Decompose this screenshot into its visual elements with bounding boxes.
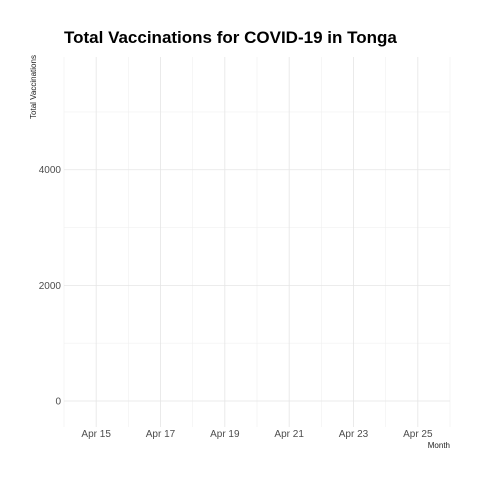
x-tick-label: Apr 19 — [210, 429, 240, 440]
x-axis-title: Month — [428, 441, 450, 450]
y-axis: 0 2000 4000 — [39, 165, 62, 407]
y-axis-title: Total Vaccinations — [29, 55, 38, 119]
x-tick-label: Apr 17 — [146, 429, 176, 440]
x-axis: Apr 15 Apr 17 Apr 19 Apr 21 Apr 23 Apr 25 — [81, 429, 433, 440]
x-tick-label: Apr 23 — [339, 429, 369, 440]
y-tick-label: 4000 — [39, 165, 62, 176]
grid — [63, 57, 451, 427]
y-tick-label: 2000 — [39, 281, 62, 292]
y-tick-label: 0 — [55, 396, 61, 407]
x-tick-label: Apr 15 — [81, 429, 111, 440]
chart-title: Total Vaccinations for COVID-19 in Tonga — [64, 28, 397, 47]
x-tick-label: Apr 21 — [274, 429, 304, 440]
x-tick-label: Apr 25 — [403, 429, 433, 440]
